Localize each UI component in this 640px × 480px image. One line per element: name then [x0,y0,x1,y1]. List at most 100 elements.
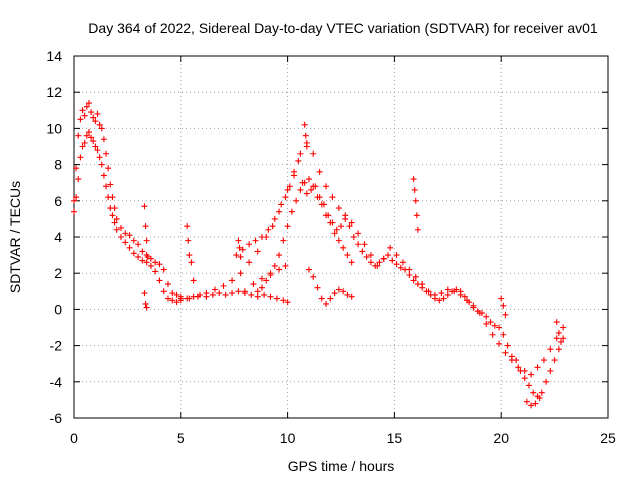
x-tick-label: 25 [600,430,616,446]
data-point [329,194,336,201]
data-point [109,212,116,219]
data-point [487,319,494,326]
data-point [143,237,150,244]
data-point [105,165,112,172]
grid-lines [74,56,608,418]
data-point [457,291,464,298]
data-point [107,205,114,212]
y-tick-label: -2 [50,338,63,354]
data-point [301,121,308,128]
data-point [211,286,218,293]
data-point [282,262,289,269]
data-point [269,223,276,230]
data-point [323,183,330,190]
data-point [94,110,101,117]
data-point [117,224,124,231]
data-point [489,331,496,338]
data-point [73,165,80,172]
data-point [323,300,330,307]
data-point [508,357,515,364]
data-point [233,252,240,259]
data-point [276,252,283,259]
data-point [77,154,84,161]
data-point [71,197,77,204]
data-point [553,319,560,326]
data-point [348,293,355,300]
data-point [310,183,317,190]
data-point [384,252,391,259]
data-point [532,400,539,407]
data-point [367,259,374,266]
data-point [152,268,159,275]
data-point [355,241,362,248]
data-point [303,143,310,150]
data-point [333,226,340,233]
data-point [355,230,362,237]
data-point [122,239,129,246]
data-point [135,241,142,248]
data-point [267,272,274,279]
data-point [461,293,468,300]
x-tick-label: 15 [387,430,403,446]
data-point [500,331,507,338]
data-point [301,179,308,186]
data-point [142,300,149,307]
chart-title: Day 364 of 2022, Sidereal Day-to-day VTE… [88,20,598,36]
data-point [83,132,90,139]
data-point [302,132,309,139]
data-point [75,176,82,183]
data-point [220,282,227,289]
data-point [280,237,287,244]
data-point [303,190,310,197]
y-tick-label: 12 [46,84,62,100]
x-tick-label: 0 [70,430,78,446]
series-6 [305,266,355,307]
data-point [229,277,236,284]
data-point [284,186,291,193]
data-point [152,259,159,266]
series-3 [177,157,567,400]
data-point [438,290,445,297]
data-point [79,107,86,114]
data-point [143,259,150,266]
data-point [141,203,148,210]
data-point [282,194,289,201]
data-point [406,272,413,279]
data-point [142,223,149,230]
data-point [96,121,103,128]
data-point [103,150,110,157]
series-4 [233,139,567,378]
data-point [547,346,554,353]
data-point [188,259,195,266]
data-point [297,186,304,193]
data-point [143,304,150,311]
data-point [504,342,511,349]
data-point [271,215,278,222]
data-point [393,252,400,259]
data-point [186,252,193,259]
data-point [399,259,406,266]
data-point [483,320,490,327]
data-point [156,277,163,284]
data-point [88,134,95,141]
data-point [496,340,503,347]
data-point [523,398,530,405]
data-point [79,143,86,150]
data-point [553,335,560,342]
data-point [83,103,90,110]
data-point [547,367,554,374]
data-point [361,241,368,248]
data-point [280,297,287,304]
data-point [331,230,338,237]
data-point [538,389,545,396]
data-point [258,234,265,240]
data-point [393,261,400,268]
data-point [92,143,99,150]
data-point [502,349,509,356]
data-point [515,364,522,371]
data-point [203,290,210,297]
data-point [346,223,353,230]
data-point [410,176,417,183]
data-point [500,302,507,309]
